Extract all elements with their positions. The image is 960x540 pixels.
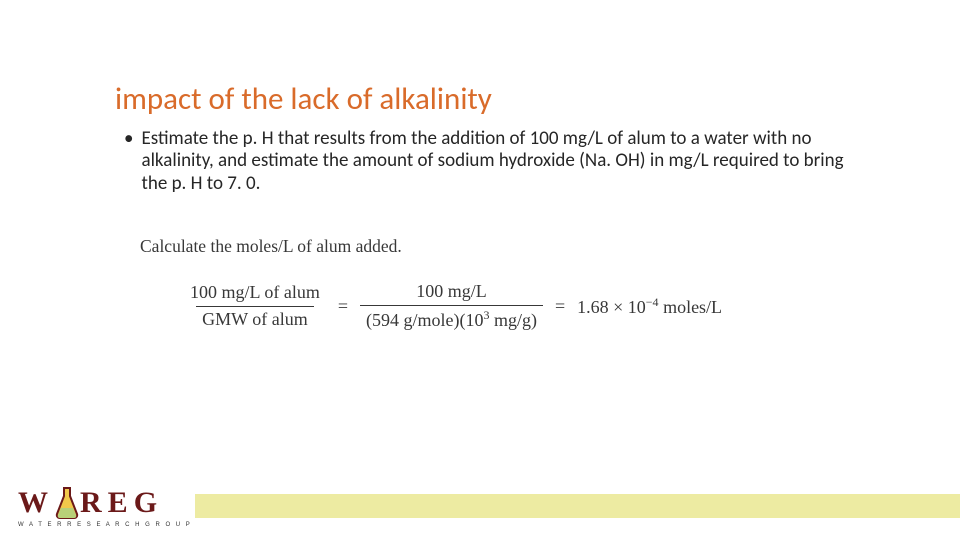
result-b: moles/L	[659, 297, 723, 317]
calc-label: Calculate the moles/L of alum added.	[140, 236, 402, 257]
result-sup: −4	[646, 295, 659, 309]
fraction-1: 100 mg/L of alum GMW of alum	[184, 283, 326, 330]
logo-letter-e: E	[108, 486, 134, 520]
fraction-1-denominator: GMW of alum	[196, 306, 314, 330]
fraction-2-numerator: 100 mg/L	[410, 282, 493, 305]
equals-sign-2: =	[553, 296, 567, 317]
logo-letters: W R E G	[18, 486, 163, 520]
equation: 100 mg/L of alum GMW of alum = 100 mg/L …	[184, 282, 722, 331]
fraction-2: 100 mg/L (594 g/mole)(103 mg/g)	[360, 282, 543, 331]
logo-subtitle: W A T E R R E S E A R C H G R O U P	[18, 522, 192, 528]
bullet-text: Estimate the p. H that results from the …	[141, 128, 864, 195]
fraction-1-numerator: 100 mg/L of alum	[184, 283, 326, 306]
equals-sign-1: =	[336, 296, 350, 317]
footer-band	[195, 494, 960, 518]
slide: impact of the lack of alkalinity • Estim…	[0, 0, 960, 540]
result-a: 1.68 × 10	[577, 297, 646, 317]
logo: W R E G	[18, 486, 163, 520]
bullet-marker: •	[124, 128, 141, 195]
flask-icon	[54, 486, 80, 520]
logo-letter-r: R	[80, 486, 108, 520]
bullet-item: • Estimate the p. H that results from th…	[124, 128, 864, 195]
logo-letter-w: W	[18, 486, 54, 520]
logo-letter-g: G	[134, 486, 163, 520]
equation-result: 1.68 × 10−4 moles/L	[577, 295, 722, 318]
fraction-2-den-b: mg/g)	[489, 310, 537, 330]
slide-title: impact of the lack of alkalinity	[115, 80, 492, 118]
fraction-2-denominator: (594 g/mole)(103 mg/g)	[360, 305, 543, 331]
fraction-2-den-a: (594 g/mole)(10	[366, 310, 483, 330]
